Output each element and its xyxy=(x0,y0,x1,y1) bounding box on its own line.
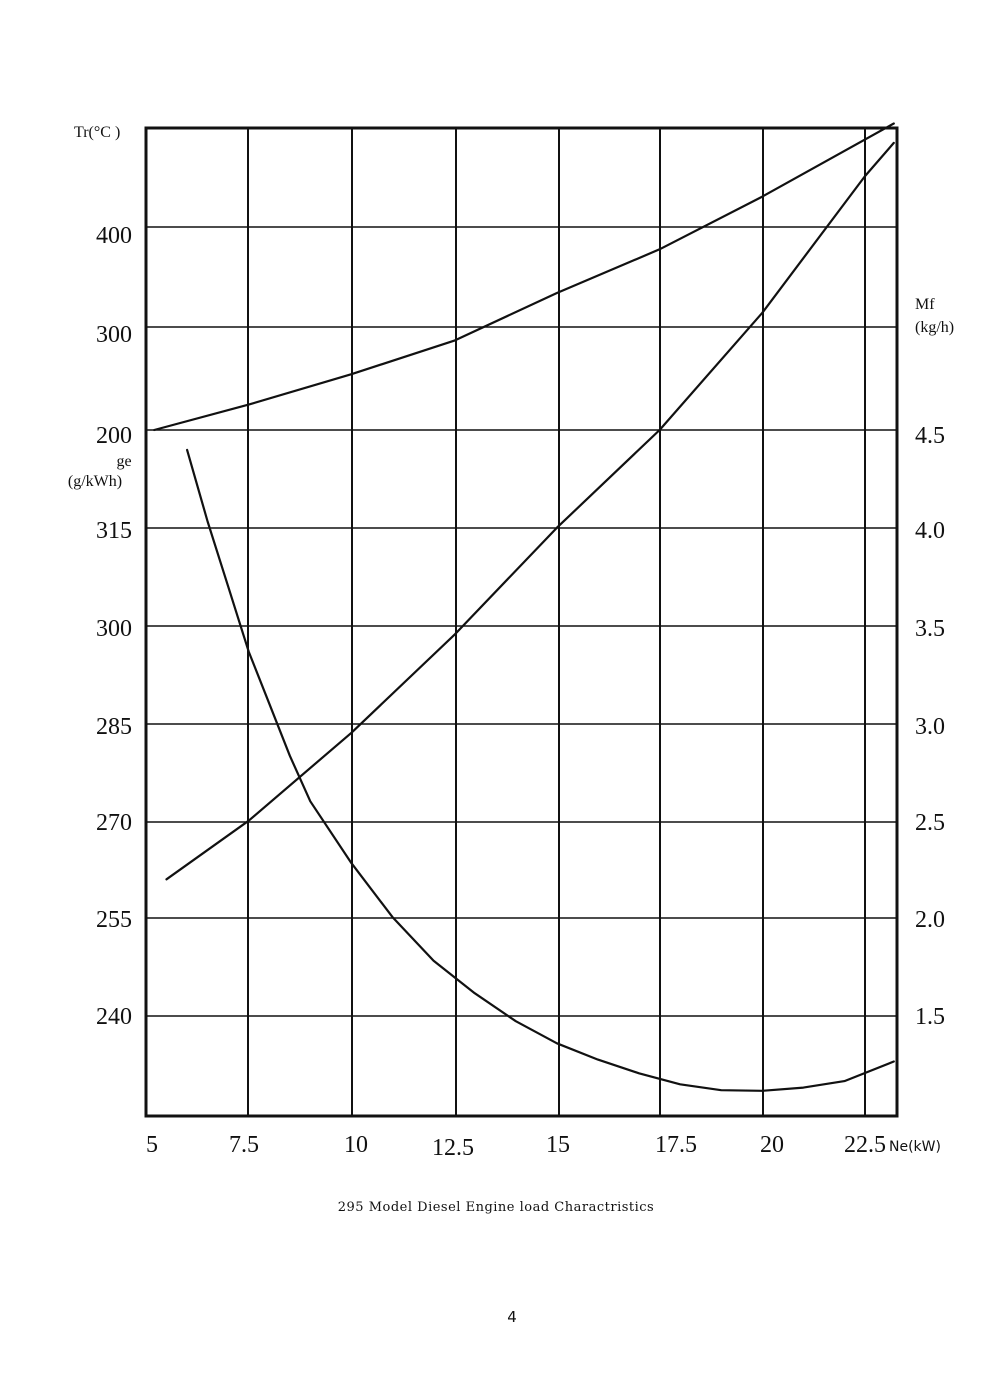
left-tick-label: 255 xyxy=(96,907,132,933)
x-tick-label: 22.5 xyxy=(844,1132,886,1158)
mf-axis-label: Mf xyxy=(915,296,935,313)
x-axis-label: Ne(kW) xyxy=(889,1139,941,1155)
right-tick-label: 2.5 xyxy=(915,810,945,836)
plot-frame xyxy=(144,126,899,1118)
left-tick-label: 270 xyxy=(96,810,132,836)
left-tick-label: 315 xyxy=(96,518,132,544)
x-tick-label: 20 xyxy=(760,1132,784,1158)
mf-axis-unit: (kg/h) xyxy=(915,319,954,336)
chart-grid xyxy=(144,126,899,1118)
right-tick-label: 3.5 xyxy=(915,616,945,642)
right-tick-label: 3.0 xyxy=(915,714,945,740)
left-tick-label: 240 xyxy=(96,1004,132,1030)
x-tick-label: 7.5 xyxy=(229,1132,259,1158)
mf-curve xyxy=(165,141,895,881)
left-tick-label: 285 xyxy=(96,714,132,740)
right-tick-label: 4.0 xyxy=(915,518,945,544)
right-tick-label: 4.5 xyxy=(915,423,945,449)
ge-curve xyxy=(186,448,895,1092)
left-tick-label: 300 xyxy=(96,616,132,642)
right-tick-label: 2.0 xyxy=(915,907,945,933)
x-tick-label: 15 xyxy=(546,1132,570,1158)
tr-axis-label: Tr(°C ) xyxy=(74,124,120,141)
engine-load-chart: 5 7.5 10 12.5 15 17.5 20 22.5 400 300 200 315 300 285… xyxy=(68,122,954,1161)
right-tick-label: 1.5 xyxy=(915,1004,945,1030)
left-tick-label: 400 xyxy=(96,223,132,249)
left-tick-label: 300 xyxy=(96,322,132,348)
chart-curves xyxy=(153,122,895,1092)
left-tick-label: 200 xyxy=(96,423,132,449)
x-tick-label: 5 xyxy=(146,1132,158,1158)
ge-axis-unit: (g/kWh) xyxy=(68,473,122,490)
tick-labels: 5 7.5 10 12.5 15 17.5 20 22.5 400 300 200 315 300 285… xyxy=(96,223,945,1161)
tr-curve xyxy=(153,122,895,432)
axis-labels: Tr(°C ) ge (g/kWh) Mf (kg/h) Ne(kW) xyxy=(68,124,954,1155)
x-tick-label: 17.5 xyxy=(655,1132,697,1158)
ge-axis-label: ge xyxy=(116,453,131,470)
x-tick-label: 12.5 xyxy=(432,1135,474,1161)
x-tick-label: 10 xyxy=(344,1132,368,1158)
chart-caption: 295 Model Diesel Engine load Charactrist… xyxy=(337,1200,655,1215)
page-number: 4 xyxy=(507,1308,517,1326)
